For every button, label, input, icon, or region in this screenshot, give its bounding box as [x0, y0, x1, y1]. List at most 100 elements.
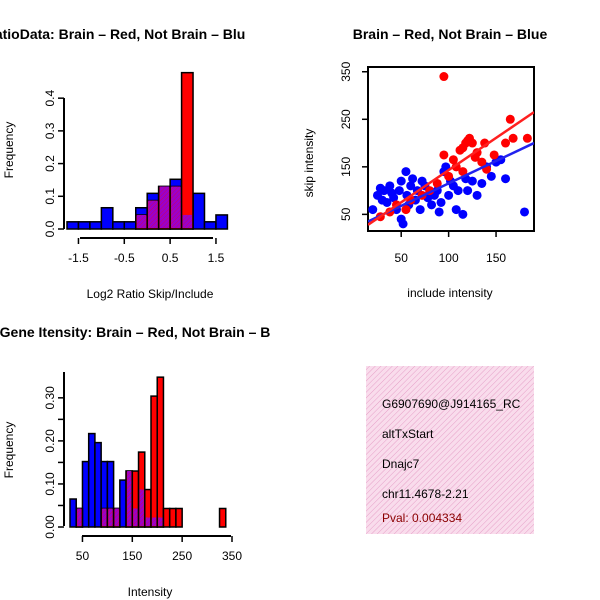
scatter-blue-point: [458, 209, 468, 219]
scatter-blue-point: [467, 176, 477, 186]
intensity-y-tick-label: 0.20: [43, 429, 57, 453]
ratio-x-tick-label: 0.5: [162, 251, 179, 265]
intensity-overlap-bar: [102, 508, 107, 526]
scatter-blue-point: [396, 176, 406, 186]
ratio-overlap-bar: [159, 186, 170, 228]
intensity-red-bar: [168, 507, 177, 528]
scatter-blue-point: [406, 181, 416, 191]
intensity-overlap-bar: [114, 508, 119, 526]
intensity-overlap-bar: [152, 517, 157, 526]
scatter-blue-points: [368, 155, 530, 229]
ratio-y-tick-label: 0.0: [43, 220, 57, 237]
scatter-red-point: [477, 157, 487, 167]
scatter-blue-point: [486, 171, 496, 181]
ratio-x-tick-label: -1.5: [68, 251, 89, 265]
scatter-blue-point: [472, 190, 482, 200]
intensity-x-tick-label: 250: [172, 549, 192, 563]
intensity-x-tick-label: 50: [76, 549, 90, 563]
scatter-blue-point: [453, 186, 463, 196]
scatter-red-point: [501, 138, 511, 148]
scatter-blue-point: [394, 186, 404, 196]
scatter-blue-point: [436, 197, 446, 207]
scatter-blue-point: [408, 174, 418, 184]
intensity-blue-bar: [87, 432, 96, 528]
scatter-x-label: include intensity: [407, 286, 492, 300]
scatter-red-point: [505, 114, 515, 124]
intensity-overlap-bar: [127, 471, 132, 526]
scatter-blue-point: [382, 197, 392, 207]
scatter-blue-point: [415, 205, 425, 215]
info-location: chr11.4678-2.21: [382, 487, 469, 501]
intensity-overlap-bar: [158, 517, 163, 526]
ratio-x-label: Log2 Ratio Skip/Include: [87, 287, 214, 301]
scatter-blue-point: [477, 178, 487, 188]
intensity-blue-bar: [81, 460, 90, 528]
intensity-y-tick-label: 0.30: [43, 386, 57, 410]
ratio-y-tick-label: 0.1: [43, 188, 57, 205]
ratio-blue-bar: [89, 221, 103, 230]
ratio-blue-bar: [203, 221, 217, 230]
ratio-blue-bar: [215, 214, 229, 230]
ratio-blue-bar: [100, 206, 114, 230]
scatter-blue-point: [368, 205, 378, 215]
blue-fit-line: [368, 141, 534, 223]
info-panel: G6907690@J914165_RC altTxStart Dnajc7 ch…: [366, 366, 534, 534]
ratio-y-label: Frequency: [2, 122, 16, 179]
intensity-y-label: Frequency: [2, 422, 16, 479]
scatter-y-tick-label: 250: [339, 109, 353, 129]
scatter-blue-point: [501, 174, 511, 184]
intensity-x-ticks: 50 150 250 350: [76, 536, 242, 563]
scatter-blue-point: [389, 193, 399, 203]
info-event-type: altTxStart: [382, 427, 434, 441]
intensity-chart-title: Gene Itensity: Brain – Red, Not Brain – …: [0, 324, 270, 340]
scatter-blue-point: [427, 200, 437, 210]
scatter-red-points: [375, 72, 532, 222]
scatter-y-tick-label: 50: [339, 207, 353, 221]
intensity-red-bar: [156, 376, 165, 528]
scatter-red-point: [439, 72, 449, 82]
scatter-red-point: [489, 150, 499, 160]
intensity-red-bars: [75, 376, 227, 528]
ratio-blue-bar: [192, 192, 206, 230]
intensity-x-tick-label: 350: [222, 549, 242, 563]
ratio-y-tick-label: 0.4: [43, 90, 57, 107]
ratio-red-bar: [180, 71, 194, 230]
scatter-chart-title: Brain – Red, Not Brain – Blue: [353, 26, 548, 42]
intensity-y-ticks: 0.00 0.10 0.20 0.30: [43, 386, 64, 539]
scatter-red-point: [448, 155, 458, 165]
scatter-y-ticks: 50 150 250 350: [339, 61, 368, 221]
scatter-x-ticks: 50 100 150: [395, 231, 506, 265]
ratio-blue-bar: [123, 221, 137, 230]
intensity-y-tick-label: 0.00: [43, 515, 57, 539]
ratio-overlap-bar: [136, 214, 147, 228]
scatter-red-point: [458, 167, 468, 177]
scatter-plot-frame: [367, 66, 535, 232]
intensity-overlap-bar: [108, 508, 113, 526]
intensity-histogram-panel: Gene Itensity: Brain – Red, Not Brain – …: [0, 324, 270, 599]
info-pval: Pval: 0.004334: [382, 511, 462, 525]
intensity-blue-bar: [119, 479, 127, 528]
ratio-overlap-bar: [182, 214, 193, 228]
intensity-red-bar: [218, 507, 227, 528]
scatter-blue-point: [401, 167, 411, 177]
scatter-red-point: [522, 133, 532, 143]
info-probe-id: G6907690@J914165_RC: [382, 397, 521, 411]
intensity-overlap-bar: [139, 489, 144, 526]
info-hatching: [366, 366, 534, 534]
intensity-y-tick-label: 0.10: [43, 472, 57, 496]
ratio-chart-title: RatioData: Brain – Red, Not Brain – Blu: [0, 26, 245, 42]
scatter-blue-point: [451, 205, 461, 215]
scatter-blue-point: [398, 219, 408, 229]
scatter-red-point: [401, 205, 411, 215]
ratio-blue-bar: [66, 221, 80, 230]
scatter-blue-point: [520, 207, 530, 217]
intensity-x-label: Intensity: [128, 585, 173, 599]
scatter-panel: Brain – Red, Not Brain – Blue 50 150 250 35…: [302, 26, 547, 300]
scatter-blue-point: [385, 181, 395, 191]
scatter-red-point: [432, 178, 442, 188]
scatter-x-tick-label: 100: [439, 251, 459, 265]
ratio-x-tick-label: -0.5: [114, 251, 135, 265]
intensity-red-bar: [162, 507, 171, 528]
scatter-red-point: [439, 150, 449, 160]
